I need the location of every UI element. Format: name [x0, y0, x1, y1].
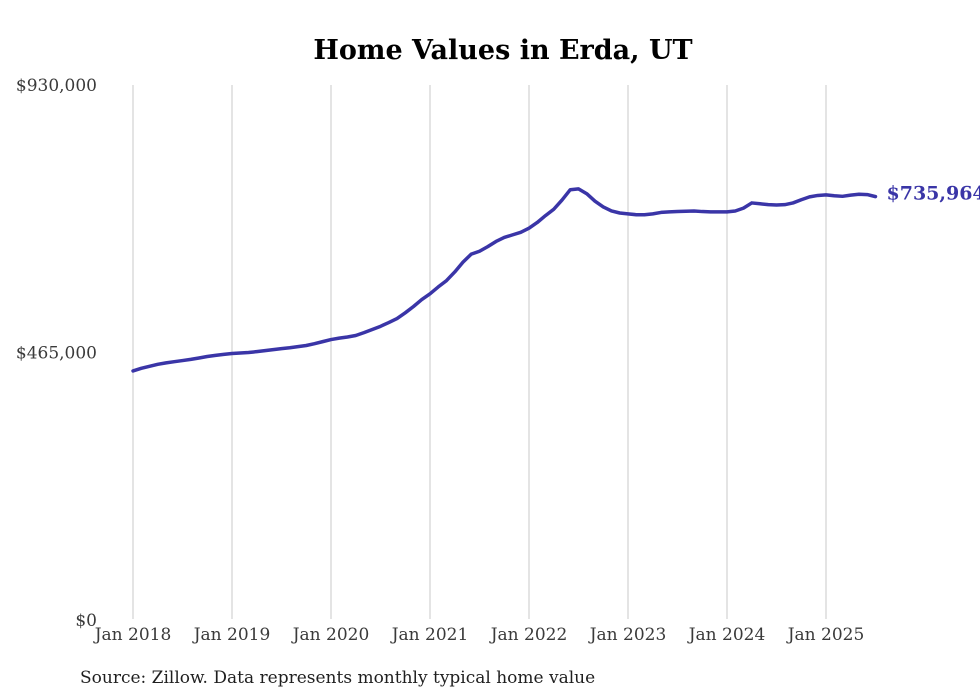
y-tick-label: $930,000	[16, 76, 97, 96]
x-tick-label: Jan 2025	[786, 625, 865, 645]
x-tick-label: Jan 2020	[291, 625, 370, 645]
x-tick-label: Jan 2019	[192, 625, 271, 645]
y-axis-labels: $0 $465,000 $930,000	[16, 76, 97, 631]
home-value-line	[131, 187, 878, 373]
x-tick-label: Jan 2023	[588, 625, 667, 645]
x-tick-label: Jan 2024	[687, 625, 766, 645]
end-value-label: $735,964	[887, 183, 980, 205]
x-axis-labels: Jan 2018 Jan 2019 Jan 2020 Jan 2021 Jan 2022…	[93, 625, 865, 645]
vertical-gridlines	[132, 85, 827, 619]
chart-title: Home Values in Erda, UT	[313, 35, 692, 66]
source-note: Source: Zillow. Data represents monthly …	[80, 668, 595, 688]
y-tick-label: $0	[75, 611, 97, 631]
x-tick-label: Jan 2022	[489, 625, 568, 645]
x-tick-label: Jan 2021	[390, 625, 469, 645]
x-tick-label: Jan 2018	[93, 625, 172, 645]
y-tick-label: $465,000	[16, 344, 97, 364]
